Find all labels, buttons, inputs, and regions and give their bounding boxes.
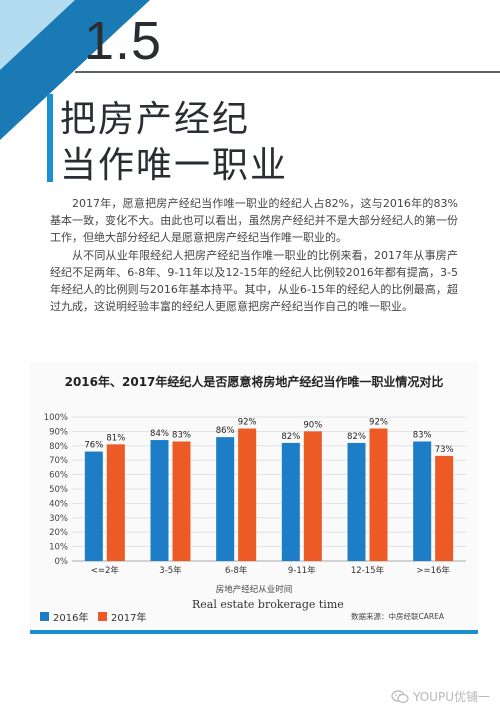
y-tick-label: 90% <box>49 427 68 437</box>
data-label: 82% <box>281 432 300 442</box>
data-label: 81% <box>106 433 125 443</box>
page-title-line1: 把房产经纪 <box>60 99 251 140</box>
chart-panel-accent-bar <box>30 630 478 634</box>
x-axis-label: 房地产经纪从业时间 <box>215 585 293 595</box>
legend-swatch-2017 <box>98 612 107 621</box>
section-number: 1.5 <box>84 11 163 71</box>
data-label: 82% <box>347 432 366 442</box>
legend-item-2017: 2017年 <box>98 609 146 624</box>
y-tick-label: 100% <box>44 413 68 423</box>
data-label: 86% <box>216 426 235 436</box>
bar <box>303 431 322 561</box>
data-source: 数据来源：中房经联CAREA <box>351 612 444 621</box>
x-tick-label: 9-11年 <box>288 565 316 576</box>
legend-item-2016: 2016年 <box>40 609 88 624</box>
intro-paragraph: 2017年，愿意把房产经纪当作唯一职业的经纪人占82%，这与2016年的83%基… <box>50 197 458 244</box>
x-axis-label-english: Real estate brokerage time <box>192 598 344 611</box>
bar <box>435 455 454 561</box>
x-tick-label: 6-8年 <box>225 565 248 576</box>
bar <box>238 428 257 561</box>
y-tick-label: 70% <box>49 456 68 466</box>
data-label: 84% <box>150 429 169 439</box>
legend-swatch-2016 <box>40 612 49 621</box>
bar <box>172 441 191 561</box>
data-label: 83% <box>172 430 191 440</box>
bar-chart: 0% 10% 20% 30% 40% 50% 60% 70% 80% 90% 100% 76%81% <… <box>44 413 466 576</box>
y-tick-label: 80% <box>49 442 68 452</box>
y-tick-label: 40% <box>49 499 68 509</box>
data-label: 83% <box>413 430 432 440</box>
data-label: 92% <box>369 418 388 428</box>
title-accent-bar <box>47 94 53 182</box>
bar <box>150 440 169 561</box>
y-tick-label: 30% <box>49 514 68 524</box>
wechat-icon <box>391 689 409 703</box>
bar <box>413 441 432 561</box>
x-tick-label: >=16年 <box>416 565 450 576</box>
bar <box>106 444 125 561</box>
bar <box>216 437 235 561</box>
legend-label-2017: 2017年 <box>111 613 147 624</box>
page-title-line2: 当作唯一职业 <box>60 145 289 186</box>
corner-light-shape <box>0 0 75 70</box>
watermark-text: YOUPU优铺一 <box>413 690 490 704</box>
data-label: 92% <box>238 418 257 428</box>
x-tick-label: 12-15年 <box>351 565 385 576</box>
bar <box>369 428 388 561</box>
data-label: 76% <box>84 441 103 451</box>
y-tick-label: 20% <box>49 528 68 538</box>
legend-label-2016: 2016年 <box>53 613 89 624</box>
analysis-paragraph: 从不同从业年限经纪人把房产经纪当作唯一职业的比例来看，2017年从事房产经纪不足… <box>50 249 458 313</box>
data-label: 90% <box>303 420 322 430</box>
data-label: 73% <box>435 445 454 455</box>
watermark: YOUPU优铺一 <box>391 688 490 705</box>
bar <box>347 442 366 561</box>
x-tick-label: <=2年 <box>91 565 120 576</box>
bar <box>281 442 300 561</box>
y-tick-label: 10% <box>49 543 68 553</box>
x-tick-label: 3-5年 <box>159 565 182 576</box>
corner-decoration <box>0 0 500 140</box>
y-tick-label: 0% <box>55 557 69 567</box>
y-tick-label: 50% <box>49 485 68 495</box>
y-tick-label: 60% <box>49 471 68 481</box>
chart-title: 2016年、2017年经纪人是否愿意将房地产经纪当作唯一职业情况对比 <box>64 375 444 389</box>
bar <box>84 451 103 561</box>
